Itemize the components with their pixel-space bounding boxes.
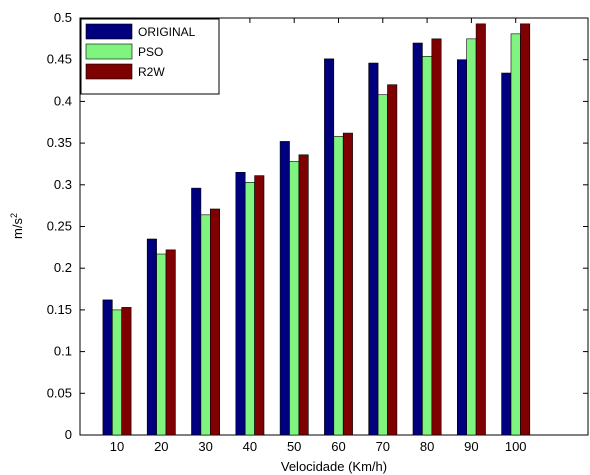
legend-label-r2w: R2W: [138, 65, 165, 79]
bar-original-80: [412, 42, 423, 436]
legend-swatch-r2w: [85, 63, 133, 80]
bar-pso-50: [289, 161, 300, 436]
x-tick-label: 60: [331, 439, 345, 454]
bar-original-10: [102, 299, 113, 436]
bar-pso-100: [510, 33, 521, 436]
bar-r2w-20: [165, 249, 176, 436]
x-tick-label: 90: [464, 439, 478, 454]
bar-pso-30: [200, 214, 211, 436]
y-tick-label: 0.45: [47, 52, 72, 67]
x-tick-label: 50: [287, 439, 301, 454]
y-axis-label: m/s2: [9, 213, 25, 239]
y-tick-label: 0.15: [47, 302, 72, 317]
bar-original-70: [368, 62, 379, 436]
bar-r2w-30: [210, 208, 221, 436]
bar-r2w-70: [387, 84, 398, 436]
legend-label-original: ORIGINAL: [138, 25, 196, 39]
x-tick-label: 100: [505, 439, 527, 454]
legend-swatch-pso: [85, 43, 133, 60]
y-tick-label: 0.05: [47, 385, 72, 400]
bar-r2w-60: [342, 132, 353, 436]
x-axis-label: Velocidade (Km/h): [281, 459, 387, 474]
bar-r2w-80: [431, 38, 442, 436]
x-tick-label: 10: [110, 439, 124, 454]
y-tick-label: 0.35: [47, 135, 72, 150]
bar-original-20: [146, 238, 157, 436]
bar-original-90: [456, 59, 467, 436]
y-tick-label: 0: [65, 427, 72, 442]
legend: ORIGINAL PSO R2W: [80, 18, 220, 95]
x-tick-label: 20: [154, 439, 168, 454]
y-tick-label: 0.4: [54, 93, 72, 108]
y-tick-label: 0.3: [54, 177, 72, 192]
bar-original-50: [279, 141, 290, 436]
bar-r2w-40: [254, 175, 265, 436]
legend-label-pso: PSO: [138, 45, 163, 59]
y-tick-label: 0.2: [54, 260, 72, 275]
axis-labels: 0 0.05 0.1 0.15 0.2 0.25 0.3 0.35 0.4 0.45 0.5 10 20…: [47, 10, 527, 454]
bar-r2w-50: [298, 154, 309, 436]
y-tick-label: 0.1: [54, 344, 72, 359]
bar-series: [102, 23, 531, 436]
bar-original-30: [191, 187, 202, 436]
bar-original-60: [324, 58, 335, 436]
bar-pso-10: [112, 309, 123, 436]
legend-swatch-original: [85, 23, 133, 40]
bar-pso-20: [156, 253, 167, 436]
bar-r2w-100: [520, 23, 531, 436]
bar-pso-90: [466, 38, 477, 436]
x-tick-label: 40: [243, 439, 257, 454]
x-tick-label: 30: [198, 439, 212, 454]
y-axis-label-exponent: 2: [9, 213, 19, 218]
bar-pso-60: [333, 136, 344, 436]
y-tick-label: 0.25: [47, 219, 72, 234]
y-axis-label-base: m/s: [10, 218, 25, 239]
bar-r2w-90: [475, 23, 486, 436]
x-tick-label: 70: [376, 439, 390, 454]
bar-pso-80: [422, 56, 433, 436]
y-tick-label: 0.5: [54, 10, 72, 25]
x-tick-label: 80: [420, 439, 434, 454]
bar-original-100: [501, 72, 512, 436]
bar-r2w-10: [121, 307, 132, 436]
bar-pso-70: [377, 94, 388, 436]
bar-original-40: [235, 171, 246, 436]
bar-pso-40: [244, 182, 255, 436]
